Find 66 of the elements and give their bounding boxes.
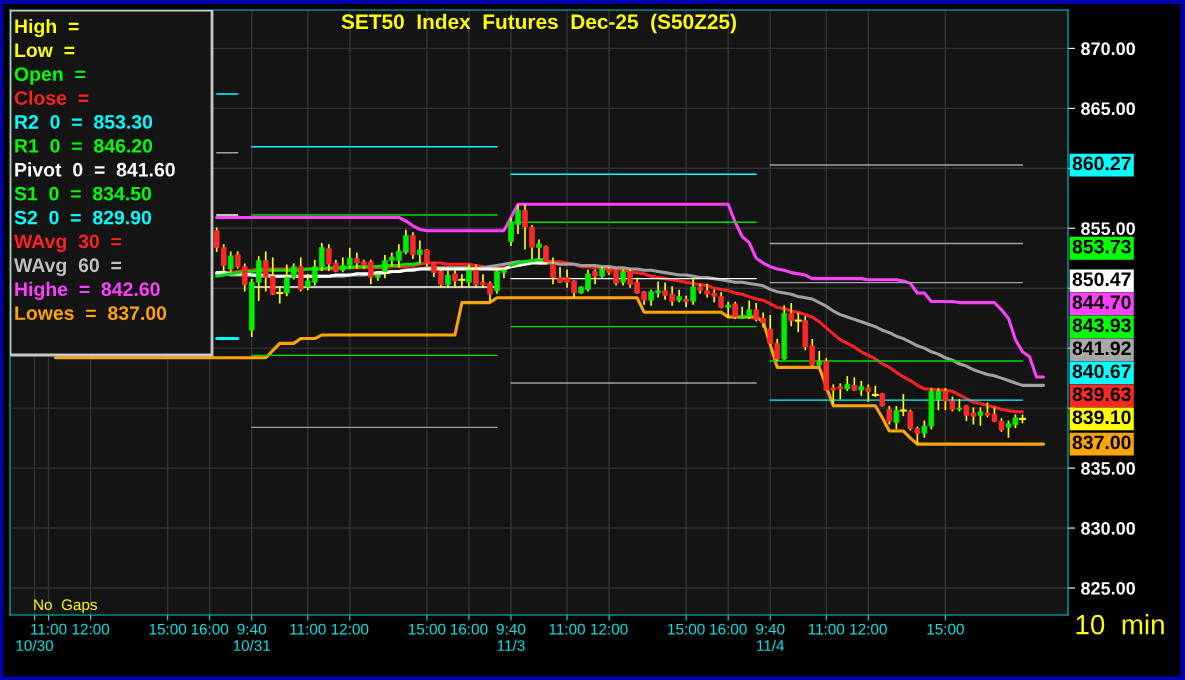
y-tick-label: 830.00	[1081, 521, 1135, 535]
text: 850.47	[1072, 272, 1131, 287]
y-tick-label: 825.00	[1081, 581, 1135, 595]
chart-title: SET50 Index Futures Dec-25 (S50Z25)	[341, 13, 736, 34]
x-tick-label: 11:00	[31, 623, 67, 635]
candlestick	[794, 312, 802, 333]
x-tick-label: 15:00	[927, 623, 964, 635]
annotation: R2 0 = 853.30	[15, 115, 153, 129]
y-tick-label: 835.00	[1081, 462, 1135, 475]
candlestick	[865, 384, 872, 402]
text: 843.93	[1072, 318, 1131, 333]
line-series	[215, 202, 1046, 379]
annotation: Lowes = 837.00	[15, 306, 167, 321]
candlestick	[871, 385, 879, 397]
text: 841.92	[1072, 341, 1131, 356]
annotation: S1 0 = 834.50	[14, 186, 152, 201]
annotation: No Gaps	[34, 599, 97, 614]
x-tick-label: 16:00	[191, 623, 229, 635]
x-tick-label: 9:40 11/3	[496, 623, 526, 652]
text: 844.70	[1072, 295, 1131, 310]
text: 839.63	[1072, 387, 1131, 402]
annotation: S2 0 = 829.90	[14, 210, 152, 225]
y-tick-label: 855.00	[1081, 222, 1135, 235]
candlestick	[410, 232, 416, 260]
x-tick-label: 11:00	[290, 623, 326, 635]
candlestick	[816, 350, 823, 367]
text: 837.00	[1072, 435, 1131, 450]
annotation: Pivot 0 = 841.60	[15, 162, 175, 177]
annotation: Open =	[14, 67, 86, 85]
x-tick-label: 10/30	[16, 639, 54, 652]
candlestick	[227, 251, 234, 273]
y-tick-label: 870.00	[1081, 42, 1135, 56]
text: 860.27	[1072, 156, 1131, 171]
annotation: R1 0 = 846.20	[15, 138, 153, 153]
candlestick	[899, 394, 907, 417]
x-tick-label: 11:00	[549, 623, 585, 635]
x-tick-label: 12:00	[591, 623, 628, 635]
y-tick-label: 865.00	[1081, 102, 1135, 116]
annotation: Low =	[15, 43, 75, 58]
x-tick-label: 12:00	[331, 623, 369, 635]
annotation: Close =	[14, 90, 89, 105]
x-tick-label: 16:00	[710, 623, 747, 635]
annotation: Highe = 842.60	[15, 281, 160, 301]
candlestick	[725, 301, 731, 318]
x-tick-label: 12:00	[72, 623, 110, 635]
x-tick-label: 15:00	[668, 623, 705, 635]
x-tick-label: 11:00	[808, 623, 845, 635]
candlestick	[458, 274, 466, 288]
candlestick	[536, 239, 542, 260]
x-tick-label: 15:00	[408, 623, 446, 635]
candlestick	[858, 380, 865, 396]
text: 10 min	[1076, 614, 1164, 635]
candlestick	[417, 240, 423, 263]
x-tick-label: 9:40 11/4	[756, 623, 785, 652]
text: 853.73	[1072, 239, 1131, 254]
x-tick-label: 12:00	[850, 623, 887, 635]
text: 839.10	[1072, 410, 1131, 425]
annotation: WAvg 60 =	[14, 258, 122, 277]
x-tick-label: 15:00	[149, 623, 187, 635]
x-tick-label: 9:40 10/31	[233, 623, 271, 652]
candlestick	[276, 286, 284, 304]
annotation: WAvg 30 =	[14, 234, 122, 253]
text: 840.67	[1072, 364, 1131, 379]
annotation: High =	[15, 18, 79, 38]
candlestick	[690, 277, 696, 305]
x-tick-label: 16:00	[450, 623, 488, 635]
